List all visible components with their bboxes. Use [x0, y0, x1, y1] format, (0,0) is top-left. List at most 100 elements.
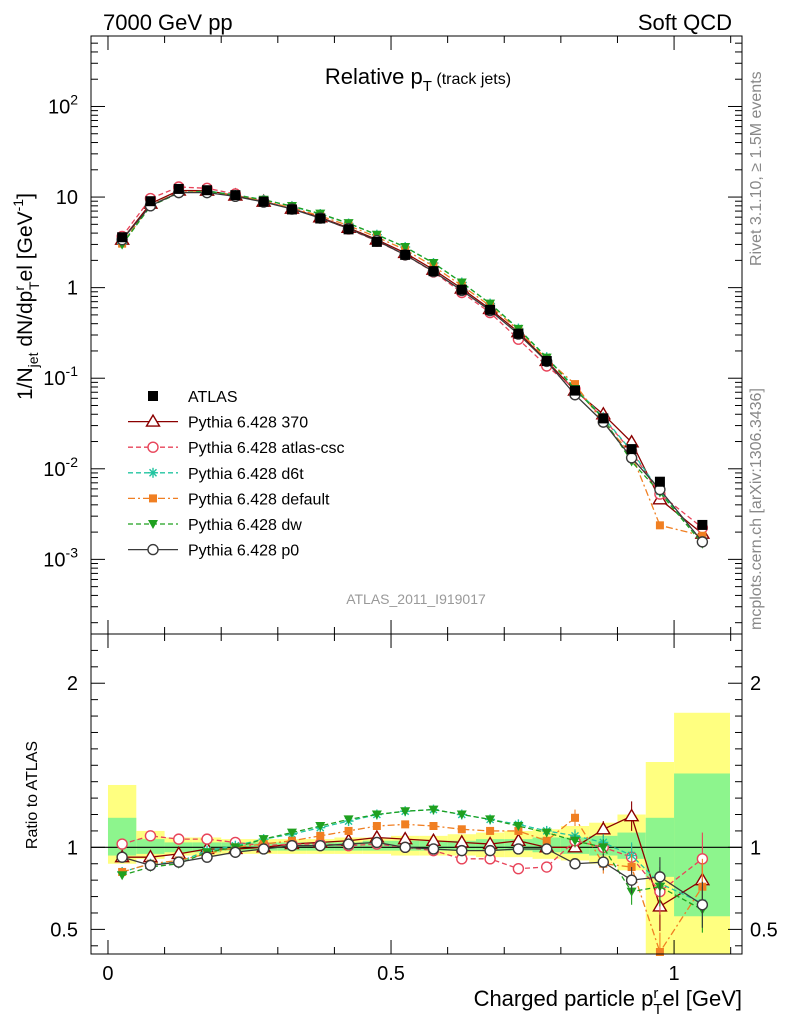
- data-point: [145, 196, 156, 207]
- legend-label: Pythia 6.428 default: [188, 491, 330, 508]
- ratio-point: [116, 851, 128, 863]
- main-y-tick-label: 10-3: [43, 544, 78, 571]
- ratio-point: [371, 836, 383, 849]
- ratio-point: [655, 948, 664, 956]
- main-y-tick-label: 10: [56, 187, 78, 209]
- ratio-point: [257, 843, 270, 855]
- data-point: [371, 236, 382, 247]
- main-point: [625, 452, 638, 464]
- ratio-point: [117, 871, 128, 881]
- ratio-y-tick-label: 0.5: [50, 919, 78, 941]
- data-point: [230, 190, 241, 201]
- ratio-point: [598, 843, 609, 853]
- data-point: [513, 328, 524, 339]
- data-point: [428, 266, 439, 277]
- ratio-point: [343, 815, 354, 825]
- ratio-point: [570, 836, 581, 846]
- main-panel: 10-3 10-2 10-1 1 10 102 Relative pT (track je…: [10, 35, 743, 635]
- data-point: [485, 304, 496, 315]
- legend-label: ATLAS: [188, 389, 238, 406]
- ratio-point: [595, 821, 612, 835]
- ratio-point: [314, 839, 326, 852]
- ratio-point: [173, 856, 185, 868]
- ratio-point: [399, 841, 411, 854]
- legend-label: Pythia 6.428 p0: [188, 543, 299, 560]
- ratio-ticks: 0.5 0.5 1 1 2 2: [50, 634, 778, 954]
- ratio-point: [144, 859, 157, 872]
- ratio-point: [401, 820, 410, 829]
- ratio-point: [569, 858, 581, 870]
- main-y-axis-label: 1/Njet dN/dprTel [GeV-1]: [10, 193, 42, 400]
- ratio-point: [342, 838, 355, 850]
- ratio-panel: 0.5 0.51 12 2 Ratio to ATLAS 0 0.5 1 Charged …: [24, 633, 778, 1018]
- main-series-line: [121, 190, 703, 542]
- ratio-point: [428, 805, 439, 815]
- ratio-point: [201, 851, 213, 863]
- data-point: [697, 519, 708, 530]
- data-point: [456, 284, 467, 295]
- mcplots-label: mcplots.cern.ch [arXiv:1306.3436]: [748, 388, 765, 630]
- x-tick-label: 1: [669, 963, 680, 985]
- ratio-point: [512, 843, 525, 855]
- ratio-point: [116, 838, 128, 850]
- data-point: [654, 476, 665, 487]
- ratio-y-axis-label: Ratio to ATLAS: [24, 741, 41, 849]
- legend-marker: [147, 441, 159, 453]
- main-y-tick-label: 10-2: [43, 454, 78, 481]
- x-tick-label: 0.5: [377, 963, 405, 985]
- ratio-point: [542, 836, 551, 845]
- data-point: [400, 249, 411, 260]
- main-point: [698, 531, 707, 540]
- legend-marker-stroke: [149, 468, 157, 477]
- process-label: Soft QCD: [638, 10, 732, 35]
- data-point: [258, 196, 269, 207]
- ratio-point: [571, 813, 580, 822]
- plot-title: Relative pT (track jets): [325, 64, 511, 95]
- ratio-point: [372, 822, 381, 830]
- main-series-line: [121, 191, 703, 537]
- data-point: [117, 232, 128, 243]
- ratio-point: [144, 830, 157, 842]
- data-point: [343, 224, 354, 235]
- ratio-point: [456, 844, 468, 857]
- ratio-point: [486, 826, 495, 835]
- legend-marker: [147, 543, 159, 556]
- x-tick-label: 0: [102, 963, 113, 985]
- main-y-tick-label: 1: [67, 278, 78, 300]
- legend-marker: [148, 520, 158, 529]
- data-point: [570, 385, 581, 396]
- analysis-label: ATLAS_2011_I919017: [346, 591, 486, 607]
- data-point: [286, 204, 297, 215]
- ratio-point: [541, 843, 553, 855]
- main-point: [485, 299, 496, 309]
- main-ticks: [91, 35, 742, 634]
- main-point: [571, 380, 580, 389]
- x-axis-label: Charged particle pr Tel [GeV]: [474, 985, 742, 1018]
- ratio-point: [173, 833, 185, 845]
- ratio-point: [623, 808, 640, 822]
- ratio-point: [258, 835, 269, 845]
- ratio-y-tick-label-right: 0.5: [750, 919, 778, 941]
- ratio-point: [654, 871, 666, 883]
- data-point: [598, 413, 609, 424]
- ratio-point: [316, 831, 325, 840]
- ratio-point: [400, 807, 411, 817]
- main-point: [655, 521, 664, 530]
- x-tick-labels: 0 0.5 1: [102, 963, 679, 985]
- ratio-point: [512, 862, 525, 875]
- main-content: [114, 181, 711, 549]
- ratio-y-tick-label-right: 2: [750, 673, 761, 695]
- main-series-line: [121, 191, 703, 543]
- main-point: [456, 278, 467, 288]
- ratio-point: [485, 815, 496, 825]
- ratio-point: [371, 810, 382, 820]
- ratio-y-tick-label: 1: [67, 837, 78, 859]
- legend-label: Pythia 6.428 atlas-csc: [188, 440, 345, 457]
- main-y-tick-label: 102: [48, 91, 78, 118]
- ratio-point: [229, 846, 242, 858]
- legend-label: Pythia 6.428 370: [188, 415, 308, 432]
- ratio-point: [315, 822, 326, 831]
- ratio-frame: [90, 633, 743, 955]
- legend-marker: [145, 413, 161, 427]
